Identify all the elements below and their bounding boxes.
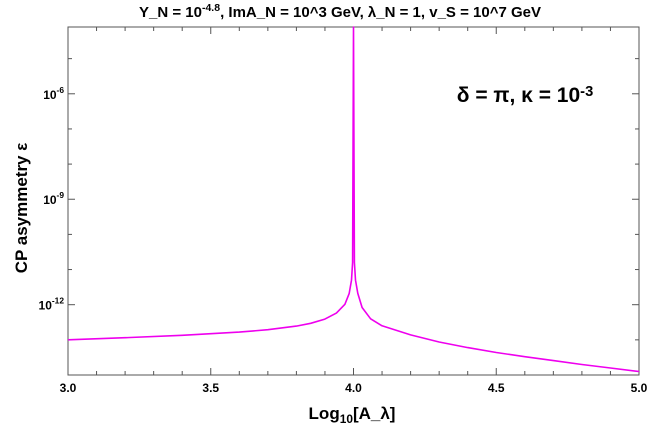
y-tick-label: 10-6​ [43, 85, 64, 102]
x-tick-label: 4.0 [345, 381, 362, 395]
x-tick-label: 3.5 [202, 381, 219, 395]
x-axis-label: Log10[A_λ] [309, 404, 396, 426]
x-tick-label: 5.0 [631, 381, 648, 395]
chart-title: Y_N = 10-4.8, ImA_N = 10^3 GeV, λ_N = 1,… [139, 2, 541, 21]
parameter-annotation: δ = π, κ = 10-3​ [457, 84, 593, 107]
y-tick-label: 10-12​ [39, 296, 65, 313]
y-axis-label: CP asymmetry ε [12, 143, 31, 274]
x-tick-label: 3.0 [60, 381, 77, 395]
x-tick-label: 4.5 [488, 381, 505, 395]
series-line [67, 26, 640, 373]
series-group [67, 26, 640, 373]
plot-axes: 3.0 3.5 4.0 4.5 5.0 10-6​ 10-9​ 10-12​ [39, 26, 648, 395]
y-tick-label: 10-9​ [43, 190, 64, 207]
